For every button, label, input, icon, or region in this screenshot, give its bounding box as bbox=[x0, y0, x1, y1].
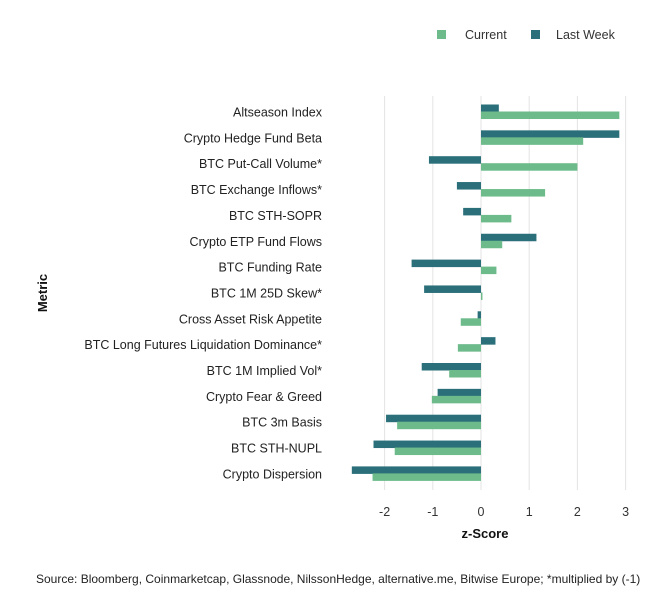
bar-last-week bbox=[481, 233, 537, 242]
x-tick-label: -1 bbox=[427, 505, 438, 519]
bar-last-week bbox=[351, 466, 481, 474]
bar-current bbox=[372, 473, 481, 481]
bar-last-week bbox=[428, 156, 481, 164]
category-label: Crypto ETP Fund Flows bbox=[190, 235, 322, 249]
x-axis-title: z-Score bbox=[462, 526, 509, 541]
bar-current bbox=[449, 370, 481, 378]
bar-current bbox=[481, 214, 512, 223]
category-label: Cross Asset Risk Appetite bbox=[179, 312, 322, 326]
category-label: BTC Exchange Inflows* bbox=[191, 183, 322, 197]
category-label: BTC STH-NUPL bbox=[231, 442, 322, 456]
x-tick-label: 1 bbox=[526, 505, 533, 519]
legend-label-current: Current bbox=[465, 28, 507, 42]
bar-current bbox=[431, 395, 481, 404]
category-label: Crypto Dispersion bbox=[223, 467, 322, 481]
bar-last-week bbox=[386, 414, 481, 423]
category-label: BTC Put-Call Volume* bbox=[199, 157, 322, 171]
legend-swatch-current bbox=[437, 30, 446, 39]
bar-last-week bbox=[411, 259, 481, 268]
category-label: Crypto Fear & Greed bbox=[206, 390, 322, 404]
x-tick-label: 3 bbox=[622, 505, 629, 519]
category-label: BTC Long Futures Liquidation Dominance* bbox=[84, 338, 322, 352]
category-label: Altseason Index bbox=[233, 106, 323, 120]
category-label: BTC STH-SOPR bbox=[229, 209, 322, 223]
bar-current bbox=[481, 240, 503, 249]
bar-last-week bbox=[437, 388, 481, 397]
x-tick-label: 2 bbox=[574, 505, 581, 519]
bar-current bbox=[481, 189, 546, 197]
x-tick-label: 0 bbox=[478, 505, 485, 519]
category-label: Crypto Hedge Fund Beta bbox=[184, 131, 322, 145]
bar-current bbox=[394, 447, 481, 456]
category-label: BTC 1M Implied Vol* bbox=[207, 364, 322, 378]
bar-last-week bbox=[456, 182, 481, 190]
bar-current bbox=[481, 111, 620, 119]
bar-current bbox=[481, 266, 497, 275]
bar-last-week bbox=[373, 440, 481, 449]
bar-last-week bbox=[421, 363, 481, 371]
bar-last-week bbox=[463, 207, 481, 216]
bar-last-week bbox=[477, 311, 481, 319]
category-label: BTC Funding Rate bbox=[218, 261, 322, 275]
bar-last-week bbox=[481, 104, 499, 112]
bar-last-week bbox=[481, 130, 620, 138]
bar-current bbox=[457, 344, 481, 352]
category-label: BTC 1M 25D Skew* bbox=[211, 286, 322, 300]
bar-last-week bbox=[424, 285, 481, 293]
y-axis-title: Metric bbox=[35, 274, 50, 312]
bar-last-week bbox=[481, 337, 496, 345]
bar-current bbox=[481, 292, 483, 300]
legend-swatch-last-week bbox=[531, 30, 540, 39]
bar-current bbox=[460, 318, 481, 326]
bar-current bbox=[481, 137, 584, 145]
category-label: BTC 3m Basis bbox=[242, 416, 322, 430]
bar-current bbox=[481, 163, 578, 171]
x-tick-label: -2 bbox=[379, 505, 390, 519]
legend-label-last-week: Last Week bbox=[556, 28, 616, 42]
bar-current bbox=[397, 421, 481, 430]
source-note: Source: Bloomberg, Coinmarketcap, Glassn… bbox=[36, 572, 641, 586]
